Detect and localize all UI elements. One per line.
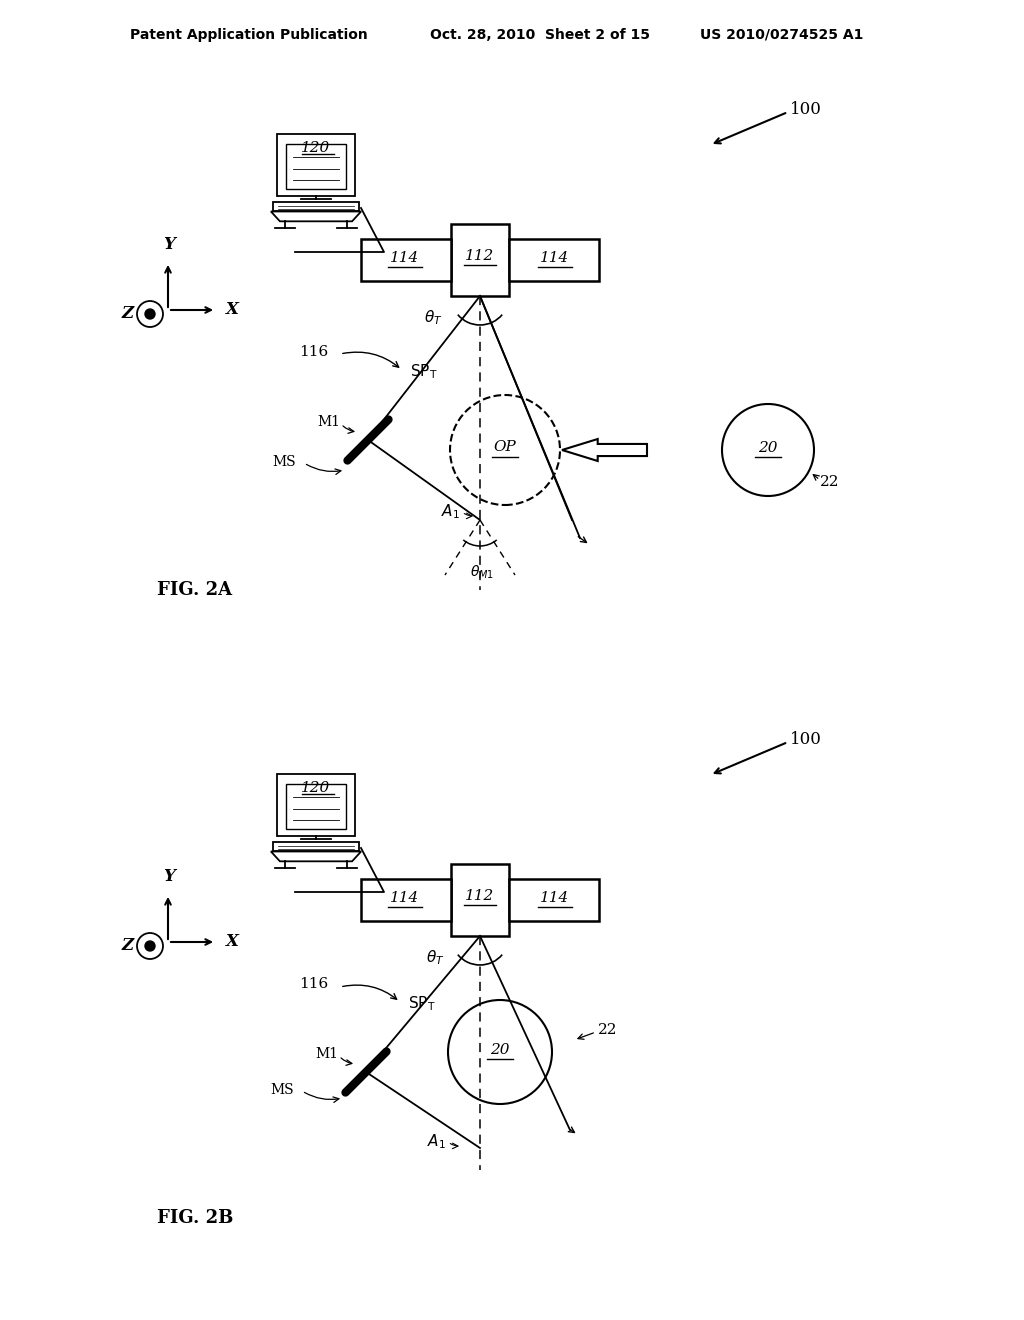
FancyBboxPatch shape [509, 239, 599, 281]
Text: 114: 114 [541, 251, 569, 265]
Text: 114: 114 [390, 891, 420, 906]
Text: $\theta_{M1}$: $\theta_{M1}$ [470, 564, 494, 581]
Text: 20: 20 [758, 441, 778, 455]
FancyBboxPatch shape [273, 842, 359, 851]
Text: MS: MS [270, 1082, 294, 1097]
Text: Z: Z [122, 305, 134, 322]
Text: MS: MS [272, 455, 296, 469]
Text: 116: 116 [299, 977, 328, 991]
FancyBboxPatch shape [509, 879, 599, 921]
Text: 22: 22 [820, 475, 840, 488]
Text: US 2010/0274525 A1: US 2010/0274525 A1 [700, 28, 863, 42]
Text: Y: Y [163, 236, 175, 253]
FancyBboxPatch shape [278, 775, 355, 836]
Text: 20: 20 [490, 1043, 510, 1057]
Text: $\theta_T$: $\theta_T$ [424, 309, 442, 327]
Text: FIG. 2B: FIG. 2B [157, 1209, 233, 1228]
Text: 120: 120 [301, 781, 331, 795]
FancyBboxPatch shape [451, 224, 509, 296]
Text: Oct. 28, 2010  Sheet 2 of 15: Oct. 28, 2010 Sheet 2 of 15 [430, 28, 650, 42]
Text: 114: 114 [390, 251, 420, 265]
Text: $\theta_T$: $\theta_T$ [426, 949, 444, 968]
Text: 116: 116 [299, 345, 328, 359]
Text: 112: 112 [465, 888, 495, 903]
Circle shape [145, 941, 155, 950]
Text: FIG. 2A: FIG. 2A [158, 581, 232, 599]
Circle shape [145, 309, 155, 319]
Text: $A_1$: $A_1$ [441, 503, 460, 521]
FancyBboxPatch shape [287, 784, 345, 829]
Text: M1: M1 [317, 414, 340, 429]
Text: Patent Application Publication: Patent Application Publication [130, 28, 368, 42]
Text: $\mathrm{SP_T}$: $\mathrm{SP_T}$ [408, 995, 435, 1014]
FancyBboxPatch shape [287, 144, 345, 189]
FancyBboxPatch shape [273, 202, 359, 211]
FancyBboxPatch shape [278, 135, 355, 195]
Text: X: X [226, 933, 239, 950]
Text: X: X [226, 301, 239, 318]
Text: Z: Z [122, 937, 134, 954]
Text: 120: 120 [301, 141, 331, 154]
FancyBboxPatch shape [451, 865, 509, 936]
Text: $A_1$: $A_1$ [427, 1133, 446, 1151]
Text: 114: 114 [541, 891, 569, 906]
Text: 100: 100 [790, 731, 822, 748]
Text: 112: 112 [465, 249, 495, 263]
Text: 100: 100 [790, 102, 822, 119]
FancyBboxPatch shape [361, 879, 451, 921]
Text: Y: Y [163, 869, 175, 884]
Text: M1: M1 [315, 1047, 338, 1061]
Text: 22: 22 [598, 1023, 617, 1038]
Text: OP: OP [494, 440, 516, 454]
FancyBboxPatch shape [361, 239, 451, 281]
Text: $\mathrm{SP_T}$: $\mathrm{SP_T}$ [410, 363, 437, 381]
